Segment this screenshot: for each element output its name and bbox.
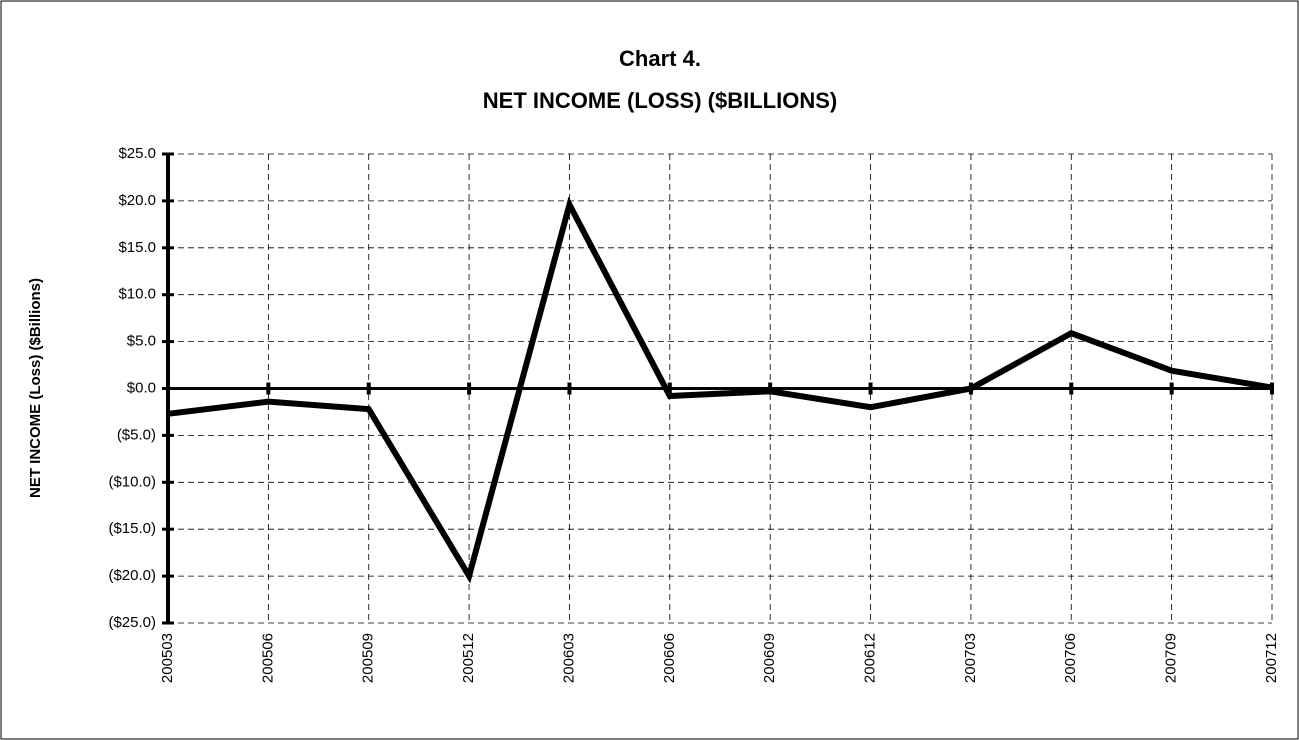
y-tick-label: $10.0: [118, 286, 156, 303]
y-tick-label: ($20.0): [108, 567, 156, 584]
x-tick-label: 200603: [560, 633, 577, 683]
y-tick-label: $20.0: [118, 192, 156, 209]
x-tick-label: 200706: [1062, 633, 1079, 683]
x-tick-label: 200612: [862, 633, 879, 683]
y-tick-label: ($5.0): [117, 426, 156, 443]
x-tick-label: 200509: [360, 633, 377, 683]
chart-title: Chart 4.: [619, 46, 701, 71]
x-tick-label: 200703: [962, 633, 979, 683]
y-tick-label: $25.0: [118, 145, 156, 162]
chart-subtitle: NET INCOME (LOSS) ($BILLIONS): [483, 88, 837, 113]
x-tick-label: 200712: [1263, 633, 1280, 683]
y-tick-label: $5.0: [127, 333, 156, 350]
x-tick-label: 200609: [761, 633, 778, 683]
x-tick-label: 200512: [460, 633, 477, 683]
y-tick-label: ($10.0): [108, 473, 156, 490]
x-tick-label: 200506: [259, 633, 276, 683]
y-tick-label: ($15.0): [108, 520, 156, 537]
x-tick-label: 200606: [661, 633, 678, 683]
y-tick-label: ($25.0): [108, 614, 156, 631]
y-tick-label: $15.0: [118, 239, 156, 256]
data-line: [167, 196, 1273, 584]
y-axis-label: NET INCOME (Loss) ($Billions): [27, 278, 44, 498]
x-tick-label: 200709: [1163, 633, 1180, 683]
y-tick-label: $0.0: [127, 379, 156, 396]
x-tick-label: 200503: [159, 633, 176, 683]
